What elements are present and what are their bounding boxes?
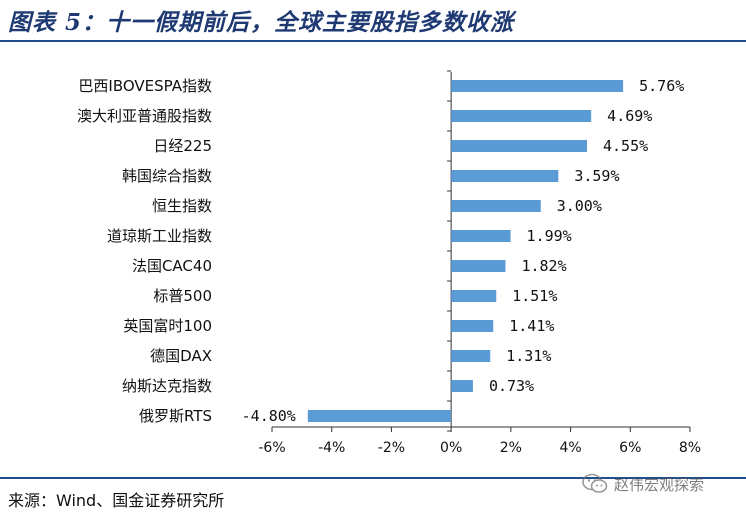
x-tick-label: -2%: [378, 440, 405, 456]
data-label: -4.80%: [242, 407, 296, 425]
category-label: 日经225: [153, 137, 212, 155]
x-tick-label: -6%: [258, 440, 285, 456]
category-label: 英国富时100: [123, 317, 212, 335]
bar: [451, 200, 541, 212]
source-note: 来源：Wind、国金证券研究所: [8, 491, 225, 510]
category-label: 德国DAX: [150, 347, 212, 365]
x-tick-label: 0%: [440, 440, 462, 456]
x-tick-label: 2%: [500, 440, 522, 456]
data-label: 3.59%: [574, 167, 619, 185]
category-label: 恒生指数: [152, 197, 212, 215]
data-label: 1.51%: [512, 287, 557, 305]
x-tick-label: 8%: [679, 440, 701, 456]
wechat-logo-icon: [582, 473, 608, 493]
bar: [451, 110, 592, 122]
data-label: 4.55%: [603, 137, 648, 155]
bar: [451, 290, 497, 302]
bar: [451, 230, 511, 242]
bar: [451, 350, 491, 362]
data-label: 5.76%: [639, 77, 684, 95]
watermark-text: 赵伟宏观探索: [614, 475, 705, 494]
category-label: 道琼斯工业指数: [107, 227, 212, 245]
bar: [307, 410, 452, 422]
data-label: 1.41%: [509, 317, 554, 335]
data-label: 1.82%: [521, 257, 566, 275]
watermark: 赵伟宏观探索: [582, 472, 704, 496]
bar: [451, 260, 506, 272]
category-label: 韩国综合指数: [122, 167, 212, 185]
bar-chart: -6% -4% -2% 0% 2% 4% 6% 8% 巴西IBOVESPA指数 5.76% 澳大利亚…: [77, 70, 701, 456]
x-tick-label: 6%: [619, 440, 641, 456]
data-label: 3.00%: [557, 197, 602, 215]
footer-divider: [0, 477, 746, 479]
bar: [451, 320, 494, 332]
category-label: 澳大利亚普通股指数: [77, 107, 212, 125]
bar: [451, 170, 559, 182]
category-label: 标普500: [153, 287, 212, 305]
data-label: 0.73%: [489, 377, 534, 395]
data-label: 1.31%: [506, 347, 551, 365]
bar: [451, 380, 473, 392]
x-tick-label: 4%: [559, 440, 581, 456]
data-label: 1.99%: [527, 227, 572, 245]
page-title: 图表 5：十一假期前后，全球主要股指多数收涨: [8, 9, 515, 36]
data-label: 4.69%: [607, 107, 652, 125]
category-label: 纳斯达克指数: [122, 377, 212, 395]
bar: [451, 80, 624, 92]
category-label: 法国CAC40: [132, 257, 212, 275]
category-label: 俄罗斯RTS: [139, 407, 212, 425]
bar: [451, 140, 587, 152]
title-divider: [0, 40, 746, 42]
category-label: 巴西IBOVESPA指数: [78, 77, 212, 95]
x-tick-label: -4%: [318, 440, 345, 456]
